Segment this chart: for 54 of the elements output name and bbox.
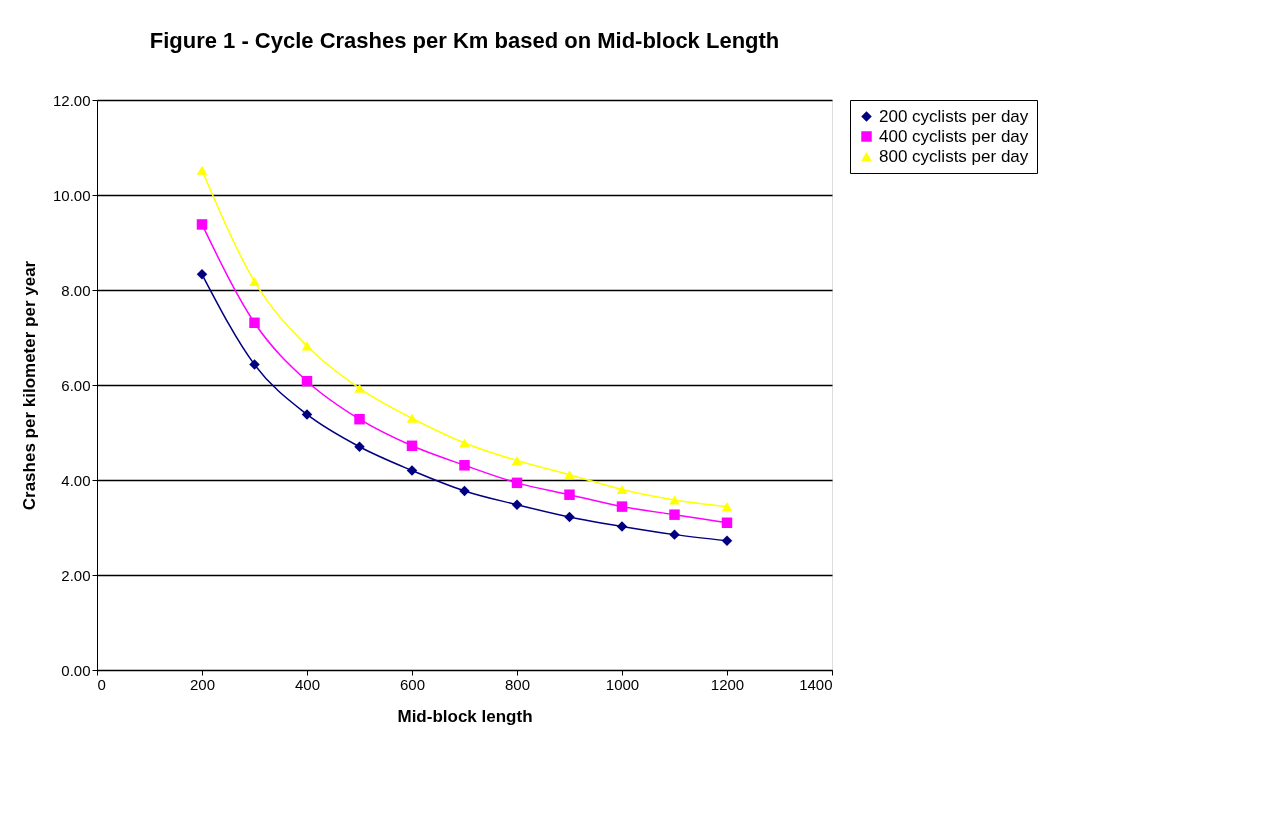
point [354, 383, 365, 393]
y-tick-label: 6.00 [61, 376, 91, 394]
point [249, 276, 260, 286]
point [721, 517, 733, 528]
x-tick-label: 200 [189, 675, 216, 693]
point [301, 341, 313, 351]
point [616, 501, 628, 512]
point [564, 489, 575, 500]
point [564, 511, 575, 523]
y-tick-label: 2.00 [61, 566, 91, 584]
point [669, 509, 680, 520]
point [721, 502, 733, 512]
point [196, 269, 208, 280]
point [249, 317, 260, 329]
point [196, 219, 208, 230]
x-tick-label: 0 [97, 675, 106, 693]
y-tick-label: 12.00 [52, 91, 91, 109]
point [406, 465, 418, 476]
point [301, 409, 313, 420]
point [564, 470, 575, 480]
point [459, 485, 470, 497]
point [511, 499, 523, 510]
point [616, 484, 628, 495]
y-tick-label: 4.00 [61, 471, 91, 489]
point [459, 438, 470, 448]
point [354, 413, 365, 425]
point [459, 460, 470, 471]
x-tick-label: 600 [399, 675, 426, 693]
point [616, 521, 628, 532]
y-tick-label: 0.00 [61, 661, 91, 679]
point [406, 440, 418, 452]
x-tick-label: 1400 [799, 675, 833, 693]
point [406, 413, 418, 423]
point [721, 535, 733, 547]
y-axis-title: Crashes per kilometer per year [19, 260, 39, 511]
point [669, 495, 680, 505]
point [511, 477, 523, 489]
x-tick-label: 800 [504, 675, 531, 693]
y-tick-label: 10.00 [52, 186, 91, 204]
x-tick-label: 1000 [605, 675, 640, 693]
point [196, 165, 208, 175]
legend-label: 200 cyclists per day [879, 106, 1029, 126]
legend-label: 400 cyclists per day [879, 126, 1029, 146]
legend-label: 800 cyclists per day [879, 146, 1029, 166]
point [301, 375, 313, 387]
x-tick-label: 1200 [710, 675, 745, 693]
point [669, 529, 680, 540]
point [511, 455, 523, 466]
point [249, 359, 260, 370]
point [354, 441, 365, 452]
x-axis-title: Mid-block length [397, 706, 533, 726]
y-tick-label: 8.00 [61, 281, 91, 299]
x-tick-label: 400 [294, 675, 321, 693]
chart-title: Figure 1 - Cycle Crashes per Km based on Mid-block Length [149, 28, 780, 53]
